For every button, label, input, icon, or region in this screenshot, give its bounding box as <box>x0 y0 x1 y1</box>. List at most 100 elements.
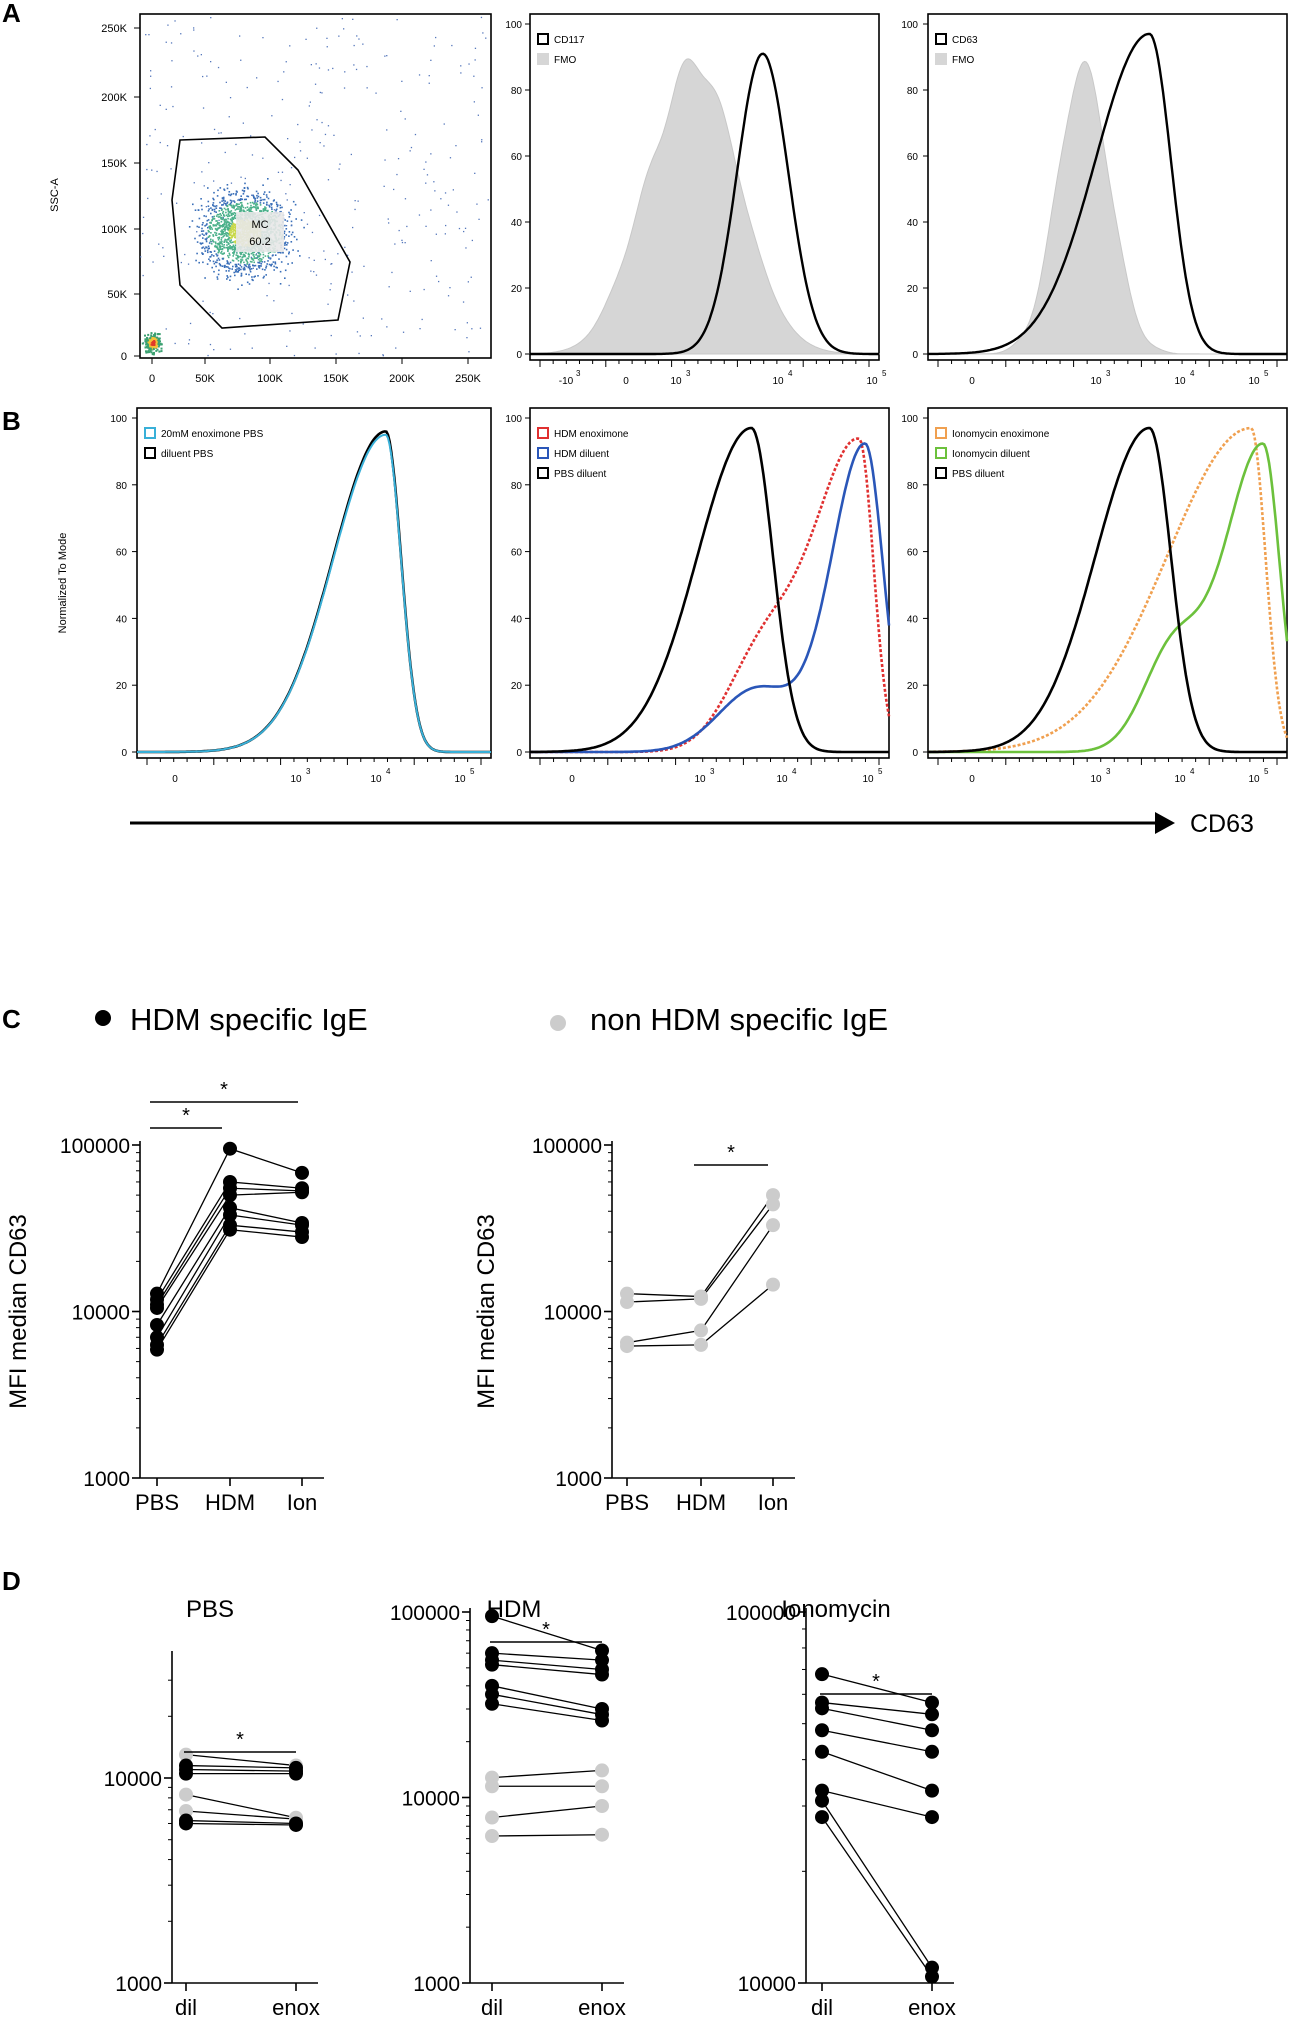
scatter-point <box>211 241 213 243</box>
scatter-point <box>289 184 291 186</box>
scatter-point <box>163 255 165 257</box>
scatter-point <box>209 221 211 224</box>
scatter-point <box>225 235 228 237</box>
scatter-point <box>255 204 257 207</box>
scatter-point <box>152 343 155 346</box>
scatter-point <box>409 290 411 292</box>
scatter-point <box>204 247 206 250</box>
scatter-point <box>146 337 149 340</box>
x-tick-label: PBS <box>605 1490 649 1515</box>
scatter-point <box>220 209 223 211</box>
scatter-point <box>224 238 226 241</box>
scatter-point <box>237 208 240 210</box>
scatter-point <box>160 343 163 346</box>
scatter-point <box>462 301 465 303</box>
scatter-point <box>281 171 284 173</box>
scatter-point <box>228 193 230 196</box>
scatter-point <box>147 333 150 336</box>
scatter-point <box>212 225 215 227</box>
scatter-point <box>274 254 277 256</box>
dot-plot-d-hdm: 1000 10000 100000 dil enox *HDM <box>390 1596 626 2020</box>
scatter-point <box>233 271 235 274</box>
scatter-point <box>286 345 288 347</box>
scatter-point <box>255 257 258 259</box>
plot-frame <box>136 407 492 759</box>
scatter-point <box>384 159 386 161</box>
scatter-point <box>220 237 223 239</box>
series-fmo-line <box>530 52 879 356</box>
scatter-point <box>210 61 212 63</box>
scatter-point <box>244 255 246 258</box>
scatter-point <box>270 206 273 209</box>
scatter-point <box>238 199 241 202</box>
scatter-point <box>227 210 230 212</box>
significance-star: * <box>236 1729 244 1751</box>
scatter-point <box>262 202 265 204</box>
scatter-point <box>202 230 205 232</box>
scatter-point <box>144 338 147 341</box>
scatter-point <box>240 253 242 255</box>
scatter-point <box>235 204 237 207</box>
data-point <box>815 1667 829 1682</box>
scatter-point <box>227 242 230 244</box>
y-tick-label: 250K <box>101 23 127 35</box>
scatter-point <box>218 259 221 261</box>
scatter-point <box>151 336 154 339</box>
y-tick-label: 60 <box>907 152 919 163</box>
scatter-point <box>228 203 230 206</box>
series-line <box>156 1224 303 1346</box>
scatter-point <box>273 300 275 302</box>
scatter-points <box>140 16 489 357</box>
scatter-point <box>209 227 211 229</box>
scatter-point <box>253 261 255 264</box>
scatter-point <box>353 300 355 302</box>
scatter-point <box>240 272 243 275</box>
scatter-point <box>144 346 147 349</box>
scatter-point <box>430 153 432 155</box>
scatter-point <box>302 323 304 325</box>
y-tick-label: 100000 <box>726 1602 796 1625</box>
scatter-point <box>242 206 245 209</box>
scatter-point <box>226 215 229 218</box>
x-tick-exponent: 5 <box>882 369 887 378</box>
scatter-point <box>215 224 218 227</box>
scatter-point <box>246 263 248 265</box>
data-point <box>815 1793 829 1808</box>
scatter-point <box>231 227 233 229</box>
scatter-point <box>252 206 254 209</box>
y-tick-label: 80 <box>907 481 919 492</box>
scatter-point <box>289 330 291 332</box>
scatter-point <box>218 233 221 235</box>
scatter-point <box>215 205 218 207</box>
scatter-point <box>156 336 159 339</box>
scatter-point <box>147 341 150 344</box>
scatter-point <box>240 266 243 268</box>
scatter-point <box>223 220 226 222</box>
scatter-point <box>225 246 227 249</box>
scatter-point <box>203 185 205 187</box>
scatter-point <box>239 209 242 211</box>
scatter-point <box>245 198 247 201</box>
scatter-point <box>259 265 261 267</box>
scatter-point <box>362 317 364 319</box>
scatter-point <box>145 350 147 353</box>
scatter-point <box>145 342 148 345</box>
x-tick-label: 0 <box>969 774 975 785</box>
y-tick-label: 40 <box>907 614 919 625</box>
scatter-point <box>285 193 287 195</box>
scatter-point <box>155 349 158 352</box>
legend-swatch <box>144 427 156 439</box>
scatter-point <box>146 346 149 349</box>
scatter-point <box>263 193 265 195</box>
scatter-point <box>231 200 233 202</box>
y-tick-label: 80 <box>907 86 919 97</box>
scatter-point <box>242 209 245 211</box>
legend-label: CD63 <box>952 35 978 46</box>
scatter-point <box>197 209 200 211</box>
scatter-point <box>256 194 258 197</box>
scatter-point <box>288 231 291 233</box>
data-point <box>815 1744 829 1759</box>
data-point <box>295 1230 309 1245</box>
scatter-point <box>233 253 235 255</box>
scatter-point <box>262 253 265 256</box>
